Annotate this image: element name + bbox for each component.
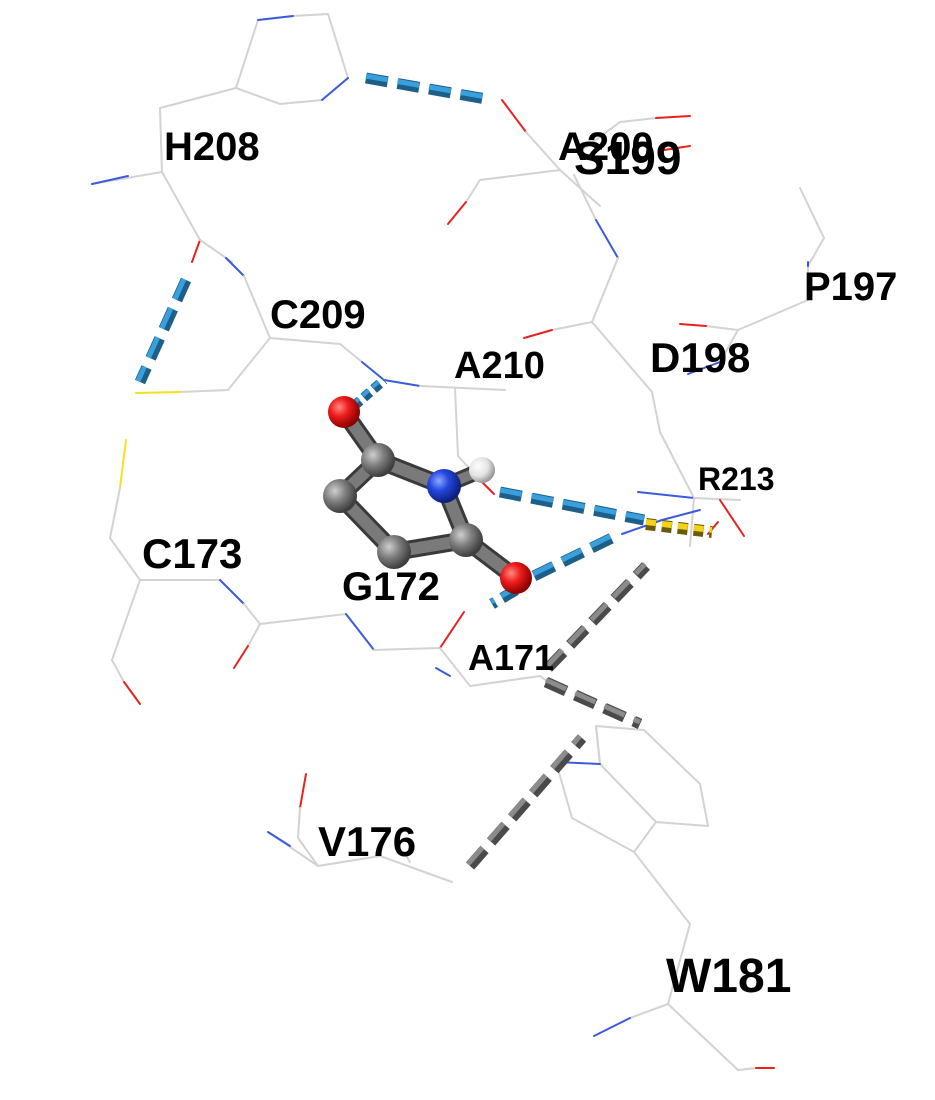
residue-h208-sticks: [91, 12, 350, 277]
hbond-ligand-o-r213: [531, 529, 623, 581]
salt-bridge-r213: [645, 518, 713, 538]
ligand-nitrogen-atom: [427, 469, 461, 503]
ligand: [323, 396, 532, 594]
label-w181: W181: [666, 950, 791, 1003]
residue-w181-sticks: [555, 725, 775, 1071]
ligand-hydrogen-atom: [469, 457, 495, 483]
label-v176: V176: [318, 818, 416, 865]
label-d198: D198: [650, 334, 750, 381]
hbond-ligand-a210: [350, 376, 388, 410]
hbond-h208-c209: [134, 277, 192, 385]
label-s199: S199: [574, 132, 681, 184]
hydrophobic-a171-r213: [544, 562, 650, 672]
label-r213: R213: [698, 461, 775, 497]
hydrophobic-v176-w181: [465, 734, 587, 870]
hbond-ligand-nh-r213: [498, 486, 646, 526]
protein-sticks: [91, 12, 826, 1071]
residue-p197-sticks: [679, 187, 826, 375]
hydrophobic-a171-w181: [543, 676, 643, 730]
ligand-carbon-atom: [323, 479, 357, 513]
ligand-bonds: [331, 403, 525, 587]
ligand-carbon-atom: [361, 443, 395, 477]
interactions: [134, 72, 713, 870]
residue-c209-sticks: [135, 275, 385, 394]
ligand-carbon-atom: [449, 523, 483, 557]
label-c173: C173: [142, 530, 242, 577]
label-g172: G172: [342, 565, 440, 609]
residue-c173-sticks: [109, 439, 245, 705]
label-a210: A210: [454, 345, 545, 387]
residue-s199-a200-sticks: [447, 99, 691, 393]
label-p197: P197: [804, 265, 897, 309]
label-c209: C209: [270, 293, 366, 337]
label-a200: A200: [558, 125, 654, 169]
label-a171: A171: [468, 637, 554, 678]
hbond-h208-a200: [365, 72, 493, 106]
ligand-oxygen-atom: [328, 396, 360, 428]
residue-v176-sticks: [267, 773, 453, 883]
label-h208: H208: [164, 125, 260, 169]
residue-g172-a171-sticks: [233, 603, 561, 691]
ligand-carbon-atom: [377, 535, 411, 569]
residue-labels: H208 A200 S199 P197 C209 A210 D198 R213 …: [142, 125, 897, 1003]
ligand-oxygen-atom: [500, 562, 532, 594]
